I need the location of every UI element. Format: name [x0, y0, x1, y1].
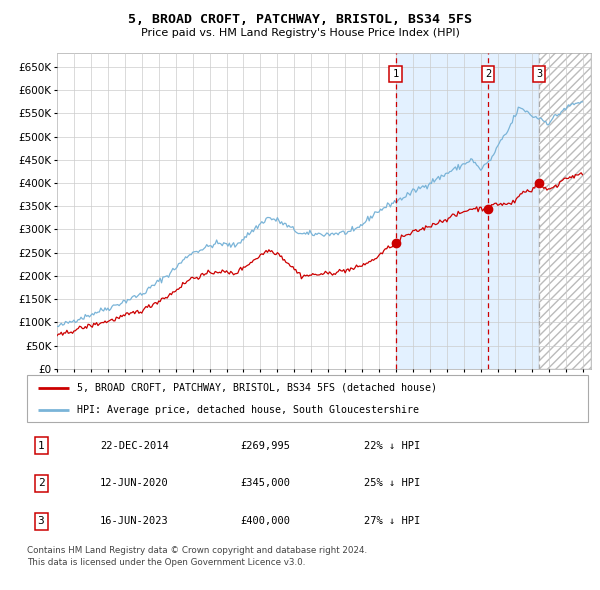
Text: £345,000: £345,000: [240, 478, 290, 489]
Bar: [395, 53, 539, 369]
Text: 3: 3: [38, 516, 44, 526]
Text: This data is licensed under the Open Government Licence v3.0.: This data is licensed under the Open Gov…: [27, 558, 305, 566]
Text: 25% ↓ HPI: 25% ↓ HPI: [364, 478, 420, 489]
Text: 5, BROAD CROFT, PATCHWAY, BRISTOL, BS34 5FS (detached house): 5, BROAD CROFT, PATCHWAY, BRISTOL, BS34 …: [77, 383, 437, 393]
Bar: [539, 53, 591, 369]
Text: 12-JUN-2020: 12-JUN-2020: [100, 478, 169, 489]
Text: 22% ↓ HPI: 22% ↓ HPI: [364, 441, 420, 451]
Text: 2: 2: [485, 69, 491, 79]
Text: 16-JUN-2023: 16-JUN-2023: [100, 516, 169, 526]
Text: £269,995: £269,995: [240, 441, 290, 451]
Text: 1: 1: [38, 441, 44, 451]
Text: 22-DEC-2014: 22-DEC-2014: [100, 441, 169, 451]
Text: 5, BROAD CROFT, PATCHWAY, BRISTOL, BS34 5FS: 5, BROAD CROFT, PATCHWAY, BRISTOL, BS34 …: [128, 13, 472, 26]
Text: 1: 1: [392, 69, 398, 79]
Text: 2: 2: [38, 478, 44, 489]
Text: £400,000: £400,000: [240, 516, 290, 526]
Text: 27% ↓ HPI: 27% ↓ HPI: [364, 516, 420, 526]
Text: 3: 3: [536, 69, 542, 79]
Text: Contains HM Land Registry data © Crown copyright and database right 2024.: Contains HM Land Registry data © Crown c…: [27, 546, 367, 555]
FancyBboxPatch shape: [27, 375, 588, 422]
Text: HPI: Average price, detached house, South Gloucestershire: HPI: Average price, detached house, Sout…: [77, 405, 419, 415]
Text: Price paid vs. HM Land Registry's House Price Index (HPI): Price paid vs. HM Land Registry's House …: [140, 28, 460, 38]
